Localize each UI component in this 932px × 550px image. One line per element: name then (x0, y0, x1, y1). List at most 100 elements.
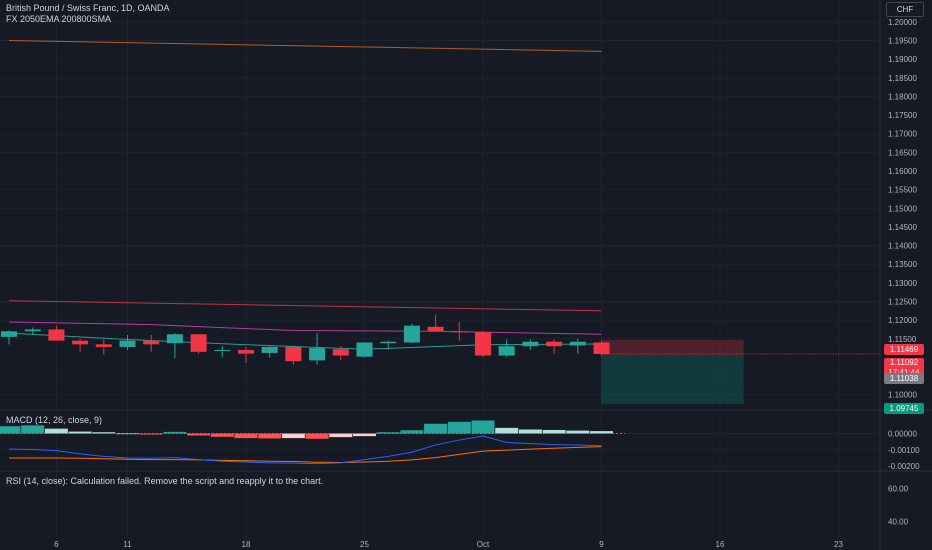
candle-body (522, 341, 539, 347)
x-tick-label: 23 (834, 540, 843, 549)
candle-body (285, 346, 302, 362)
x-tick-label: 9 (599, 540, 604, 549)
candle-body (593, 342, 610, 355)
y-tick-label: 1.14000 (888, 242, 917, 251)
candle (166, 333, 183, 359)
stop-price-tag: 1.11469 (884, 344, 924, 355)
candle-body (380, 341, 397, 344)
candle-body (309, 348, 326, 361)
candle (569, 338, 586, 354)
candle (403, 323, 420, 344)
ema-slow-line (8, 40, 602, 52)
y-tick-label: 1.16000 (888, 167, 917, 176)
candle (332, 346, 349, 361)
symbol-title[interactable]: British Pound / Swiss Franc, 1D, OANDA (6, 3, 170, 13)
bar-countdown: 17:41:44 (884, 368, 924, 378)
y-tick-label: 1.19000 (888, 55, 917, 64)
x-tick-label: 16 (716, 540, 725, 549)
candle (356, 342, 373, 358)
macd-y-tick-label: -0.00100 (888, 446, 920, 455)
candle (214, 346, 231, 358)
candle (72, 338, 89, 352)
y-tick-label: 1.15000 (888, 204, 917, 213)
macd-histogram-bar (116, 433, 139, 435)
macd-histogram-bar (447, 421, 471, 434)
candle-body (569, 341, 586, 346)
target-price-tag: 1.09745 (884, 403, 924, 414)
macd-y-tick-label: -0.00200 (888, 462, 920, 471)
rsi-y-tick-label: 60.00 (888, 485, 909, 494)
indicator-legend[interactable]: FX 2050EMA 200800SMA (6, 14, 112, 24)
macd-histogram-bar (139, 433, 163, 435)
macd-histogram-bar (590, 431, 613, 434)
macd-legend[interactable]: MACD (12, 26, close, 9) (6, 415, 103, 425)
candle (24, 327, 41, 336)
y-tick-label: 1.12000 (888, 316, 917, 325)
x-tick-label: 6 (54, 540, 59, 549)
candle-body (498, 346, 515, 356)
candle-body (238, 349, 254, 354)
candle-body (261, 346, 278, 353)
candle (522, 339, 539, 350)
x-tick-label: 25 (360, 540, 369, 549)
macd-histogram-bar (353, 433, 376, 437)
axes: 6 11 18 25 Oct 9 16 23 1.20000 1.19500 1.19000 1.18… (54, 18, 920, 549)
ma-red-line (8, 300, 602, 312)
candle (119, 335, 136, 350)
macd-histogram-bar (471, 420, 495, 434)
candle-body (214, 349, 231, 351)
y-tick-label: 1.16500 (888, 148, 917, 157)
candle (546, 339, 563, 354)
y-tick-label: 1.13500 (888, 260, 917, 269)
y-tick-label: 1.17000 (888, 130, 917, 139)
y-tick-label: 1.17500 (888, 111, 917, 120)
macd-histogram-bar (495, 427, 519, 434)
macd-pane (0, 420, 626, 465)
y-tick-label: 1.13000 (888, 279, 917, 288)
candle-body (332, 349, 349, 356)
macd-histogram-bar (424, 423, 448, 434)
macd-histogram-bar (305, 433, 329, 439)
macd-histogram-bar (518, 429, 542, 434)
candle-body (143, 340, 160, 345)
candle (309, 333, 326, 365)
candle-body (403, 325, 420, 343)
last-price-value: 1.11092 (889, 358, 919, 367)
x-tick-label: 18 (242, 540, 251, 549)
macd-histogram-bar (44, 428, 68, 434)
entry-price-tag: 1.11038 (884, 373, 924, 384)
macd-histogram-bar (210, 433, 234, 437)
macd-histogram-bar (21, 425, 45, 434)
rsi-legend[interactable]: RSI (14, close): Calculation failed. Rem… (6, 476, 324, 486)
macd-histogram-bar (68, 431, 92, 434)
macd-histogram-bar (376, 432, 400, 434)
y-tick-label: 1.10000 (888, 391, 917, 400)
ma-pink-line (8, 321, 602, 335)
candle (1, 330, 17, 345)
macd-histogram-bar (566, 430, 590, 434)
candles (1, 314, 610, 365)
candle (143, 335, 160, 352)
candle-body (546, 341, 563, 347)
currency-selector[interactable]: CHF (886, 2, 924, 17)
macd-histogram-bar (281, 433, 305, 439)
y-tick-label: 1.20000 (888, 18, 917, 27)
y-tick-label: 1.18500 (888, 74, 917, 83)
candle-body (24, 329, 41, 332)
candle (498, 339, 515, 358)
y-tick-label: 1.18000 (888, 92, 917, 101)
macd-signal-line (9, 446, 602, 464)
macd-histogram-bar (258, 433, 282, 439)
candle (261, 346, 278, 358)
position-box[interactable] (601, 339, 881, 405)
macd-histogram-bar (542, 429, 566, 434)
target-zone (601, 355, 744, 405)
candle-body (427, 326, 444, 332)
x-tick-label: 11 (123, 540, 132, 549)
y-tick-label: 1.12500 (888, 297, 917, 306)
macd-histogram-bar (92, 432, 116, 434)
candle (95, 339, 112, 355)
moving-averages (8, 40, 602, 350)
